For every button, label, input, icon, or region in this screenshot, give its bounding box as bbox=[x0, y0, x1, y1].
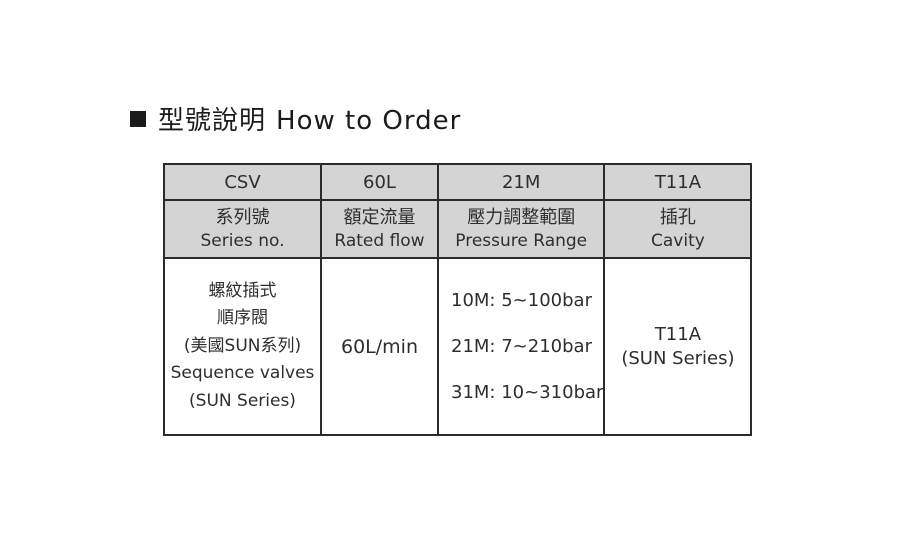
series-line: Sequence valves bbox=[170, 363, 315, 384]
code-cell-series: CSV bbox=[163, 163, 322, 201]
header-series-zh: 系列號 bbox=[215, 207, 270, 228]
rated-flow-value: 60L/min bbox=[341, 335, 418, 358]
series-line: 螺紋插式 bbox=[208, 280, 277, 301]
cavity-value: T11A (SUN Series) bbox=[605, 323, 750, 371]
pressure-range-options: 10M: 5~100bar 21M: 7~210bar 31M: 10~310b… bbox=[439, 289, 604, 403]
page-title-en: How to Order bbox=[276, 106, 462, 136]
column-header-row: 系列號 Series no. 額定流量 Rated flow 壓力調整範圍 Pr… bbox=[163, 199, 753, 259]
series-line: (美國SUN系列) bbox=[183, 335, 302, 356]
header-cell-pressure: 壓力調整範圍 Pressure Range bbox=[436, 199, 606, 259]
page-title-zh: 型號說明 bbox=[158, 106, 267, 136]
pressure-range-option: 31M: 10~310bar bbox=[451, 381, 604, 403]
table-body-row: 螺紋插式 順序閥 (美國SUN系列) Sequence valves (SUN … bbox=[163, 257, 753, 436]
header-cell-flow: 額定流量 Rated flow bbox=[320, 199, 439, 259]
how-to-order-table: CSV 60L 21M T11A 系列號 Series no. 額定流量 Rat… bbox=[163, 163, 753, 436]
header-cell-cavity: 插孔 Cavity bbox=[603, 199, 753, 259]
series-description: 螺紋插式 順序閥 (美國SUN系列) Sequence valves (SUN … bbox=[165, 278, 320, 416]
body-cell-pressure: 10M: 5~100bar 21M: 7~210bar 31M: 10~310b… bbox=[436, 257, 606, 436]
cavity-line: T11A bbox=[654, 323, 702, 345]
code-cell-cavity: T11A bbox=[603, 163, 753, 201]
header-cavity-en: Cavity bbox=[651, 231, 705, 251]
code-cell-flow: 60L bbox=[320, 163, 439, 201]
page-title: 型號說明 How to Order bbox=[130, 100, 461, 137]
series-line: 順序閥 bbox=[217, 308, 268, 329]
cavity-line: (SUN Series) bbox=[621, 347, 735, 369]
header-pressure-en: Pressure Range bbox=[455, 231, 588, 251]
title-bullet-square-icon bbox=[130, 110, 146, 127]
model-code-row: CSV 60L 21M T11A bbox=[163, 163, 753, 201]
header-series-en: Series no. bbox=[200, 231, 285, 251]
header-flow-zh: 額定流量 bbox=[343, 207, 416, 228]
body-cell-series: 螺紋插式 順序閥 (美國SUN系列) Sequence valves (SUN … bbox=[163, 257, 322, 436]
pressure-range-option: 10M: 5~100bar bbox=[451, 289, 592, 311]
body-cell-flow: 60L/min bbox=[320, 257, 439, 436]
series-line: (SUN Series) bbox=[189, 390, 296, 411]
code-cell-pressure: 21M bbox=[436, 163, 606, 201]
page-title-text: 型號說明 How to Order bbox=[158, 100, 461, 137]
pressure-range-option: 21M: 7~210bar bbox=[451, 335, 592, 357]
header-cavity-zh: 插孔 bbox=[659, 207, 696, 228]
header-flow-en: Rated flow bbox=[334, 231, 425, 251]
header-cell-series: 系列號 Series no. bbox=[163, 199, 322, 259]
header-pressure-zh: 壓力調整範圍 bbox=[467, 207, 576, 228]
body-cell-cavity: T11A (SUN Series) bbox=[603, 257, 753, 436]
